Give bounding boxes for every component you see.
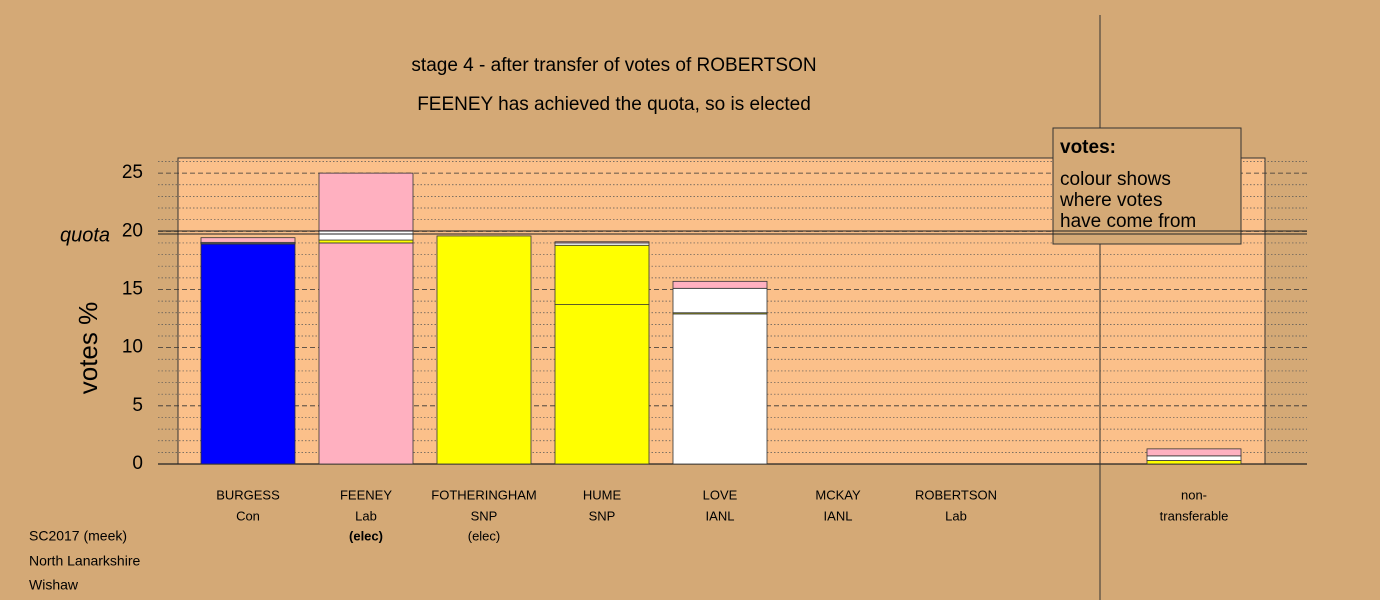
y-tick-label: 0 [132, 453, 143, 474]
x-tick-label: LOVE [703, 487, 738, 502]
x-tick-label: non- [1181, 487, 1207, 502]
bar-segment [672, 313, 768, 465]
legend-text: have come from [1060, 211, 1196, 232]
bar-segment [554, 244, 650, 306]
bar-segment [672, 287, 768, 314]
legend: votes: colour shows where votes have com… [1052, 127, 1242, 245]
x-tick-sublabel: IANL [706, 508, 735, 523]
x-tick-note: (elec) [468, 528, 501, 543]
y-tick-label: 15 [122, 278, 143, 299]
x-tick-sublabel: transferable [1160, 508, 1229, 523]
bar-segment [554, 304, 650, 465]
legend-text: where votes [1059, 190, 1162, 211]
bar-segment [1146, 448, 1242, 457]
bar-segment [1146, 460, 1242, 465]
bar-segment [436, 235, 532, 465]
quota-label: quota [60, 225, 110, 247]
y-tick-label: 20 [122, 220, 143, 241]
legend-title: votes: [1060, 137, 1116, 158]
footer-text: Wishaw [29, 577, 79, 593]
y-tick-label: 5 [132, 395, 143, 416]
x-tick-label: ROBERTSON [915, 487, 997, 502]
bar-segment [318, 242, 414, 465]
bar-segment [200, 237, 296, 243]
x-tick-label: FEENEY [340, 487, 392, 502]
legend-text: colour shows [1060, 169, 1171, 190]
x-tick-label: BURGESS [216, 487, 280, 502]
y-axis-label: votes % [73, 302, 103, 395]
x-tick-sublabel: IANL [824, 508, 853, 523]
bar-segment [318, 239, 414, 244]
x-tick-label: FOTHERINGHAM [431, 487, 536, 502]
x-tick-sublabel: SNP [471, 508, 498, 523]
x-tick-sublabel: Con [236, 508, 260, 523]
bar-segment [672, 280, 768, 289]
legend-box [1052, 127, 1242, 245]
bar-segment [318, 230, 414, 241]
x-tick-sublabel: Lab [945, 508, 967, 523]
footer-text: SC2017 (meek) [29, 528, 127, 544]
x-tick-note: (elec) [349, 528, 383, 543]
x-tick-sublabel: Lab [355, 508, 377, 523]
bar-segment [200, 243, 296, 465]
bar-segment [318, 172, 414, 232]
chart-title: stage 4 - after transfer of votes of ROB… [411, 55, 816, 76]
x-tick-sublabel: SNP [589, 508, 616, 523]
bar-segment [1146, 455, 1242, 461]
x-tick-label: HUME [583, 487, 622, 502]
footer-text: North Lanarkshire [29, 553, 140, 569]
bar-segment [554, 241, 650, 244]
y-tick-label: 10 [122, 337, 143, 358]
chart-subtitle: FEENEY has achieved the quota, so is ele… [417, 94, 811, 115]
x-tick-label: MCKAY [815, 487, 861, 502]
y-tick-label: 25 [122, 162, 143, 183]
